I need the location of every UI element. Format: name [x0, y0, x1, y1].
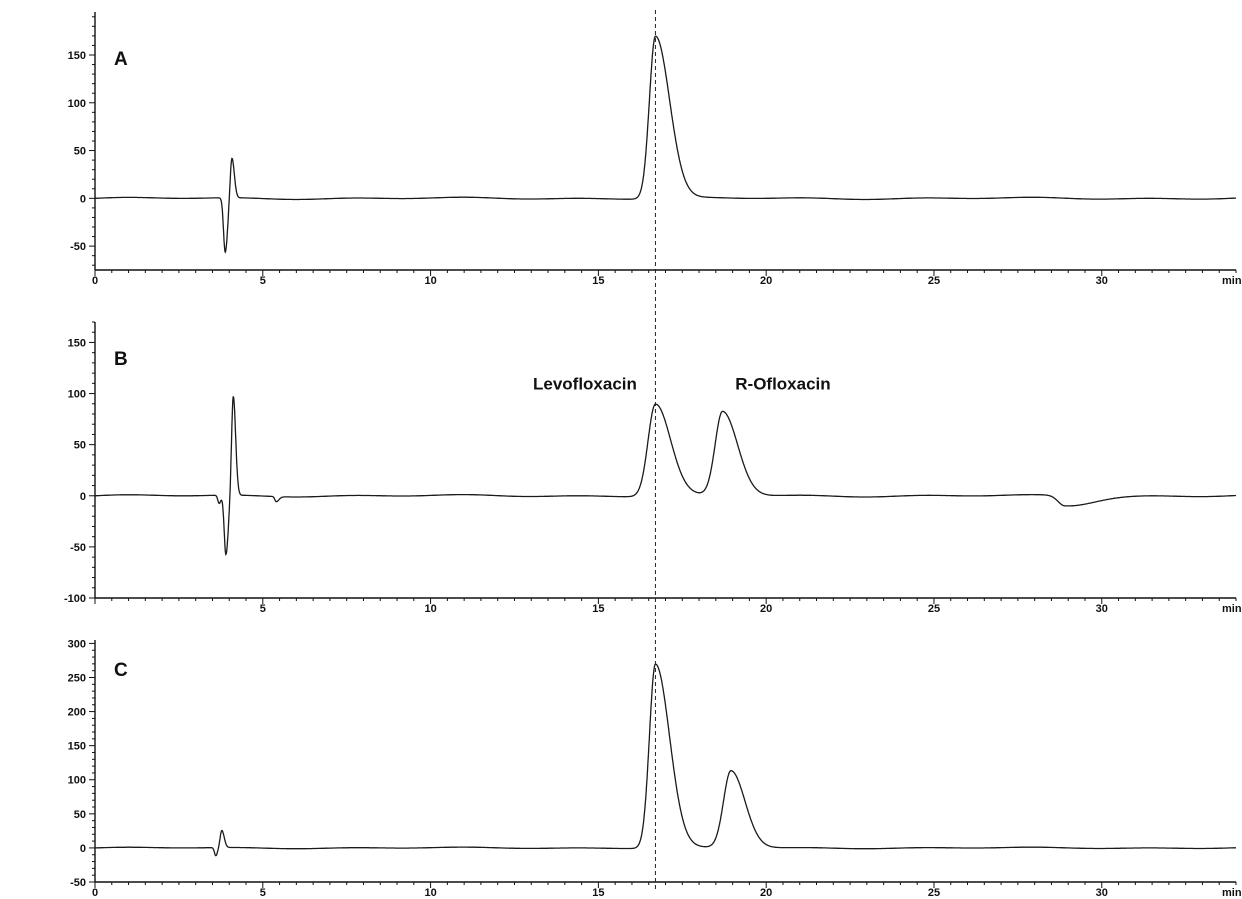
x-tick-label: 30: [1096, 275, 1108, 287]
panel-letter: B: [114, 349, 128, 370]
panel-letter: C: [114, 660, 128, 681]
x-tick-label: 10: [424, 887, 436, 899]
y-tick-label: -50: [70, 542, 86, 554]
x-tick-label: 15: [592, 603, 604, 615]
panel-a: -50 0 50 100 150 0 5 10 15 20 25 30 min A: [68, 12, 1242, 287]
x-tick-label: 20: [760, 887, 772, 899]
y-tick-label: 0: [80, 193, 86, 205]
y-tick-label: 200: [68, 707, 86, 719]
y-tick-label: 0: [80, 843, 86, 855]
x-tick-label: 10: [424, 603, 436, 615]
panel-letter: A: [114, 49, 128, 70]
y-tick-label: 50: [74, 809, 86, 821]
x-tick-label: 25: [928, 603, 940, 615]
x-tick-label: 15: [592, 275, 604, 287]
y-tick-label: 150: [68, 741, 86, 753]
x-tick-label: 25: [928, 887, 940, 899]
chromatogram-trace: [95, 396, 1236, 556]
chromatogram-trace: [95, 35, 1236, 254]
y-tick-label: 300: [68, 638, 86, 650]
x-tick-label: 5: [260, 275, 266, 287]
x-tick-label: 20: [760, 275, 772, 287]
peak-annotation: Levofloxacin: [533, 374, 637, 393]
y-tick-label: -100: [64, 593, 86, 605]
x-axis-unit-label: min: [1222, 603, 1242, 615]
x-tick-label: 0: [92, 275, 98, 287]
panel-b: -100 -50 0 50 100 150 5 10 15 20 25 30 min B Levofloxa…: [64, 321, 1242, 615]
x-tick-label: 10: [424, 275, 436, 287]
x-tick-label: 30: [1096, 603, 1108, 615]
y-tick-label: 250: [68, 672, 86, 684]
x-tick-label: 5: [260, 603, 266, 615]
y-tick-label: 100: [68, 389, 86, 401]
x-tick-label: 0: [92, 887, 98, 899]
peak-annotation: R-Ofloxacin: [735, 374, 830, 393]
y-tick-label: -50: [70, 241, 86, 253]
chromatogram-trace: [95, 663, 1237, 857]
x-tick-label: 15: [592, 887, 604, 899]
y-tick-label: 100: [68, 775, 86, 787]
y-tick-label: 50: [74, 440, 86, 452]
y-tick-label: 150: [68, 50, 86, 62]
y-tick-label: 100: [68, 98, 86, 110]
y-tick-label: 0: [80, 491, 86, 503]
y-tick-label: 50: [74, 146, 86, 158]
y-tick-label: -50: [70, 877, 86, 889]
x-axis-unit-label: min: [1222, 275, 1242, 287]
x-tick-label: 20: [760, 603, 772, 615]
x-tick-label: 25: [928, 275, 940, 287]
x-axis-unit-label: min: [1222, 887, 1242, 899]
x-tick-label: 30: [1096, 887, 1108, 899]
panel-c: -50 0 50 100 150 200 250 300 0 5 10 15 20 25 30 min C: [68, 638, 1242, 899]
y-tick-label: 150: [68, 337, 86, 349]
x-tick-label: 5: [260, 887, 266, 899]
